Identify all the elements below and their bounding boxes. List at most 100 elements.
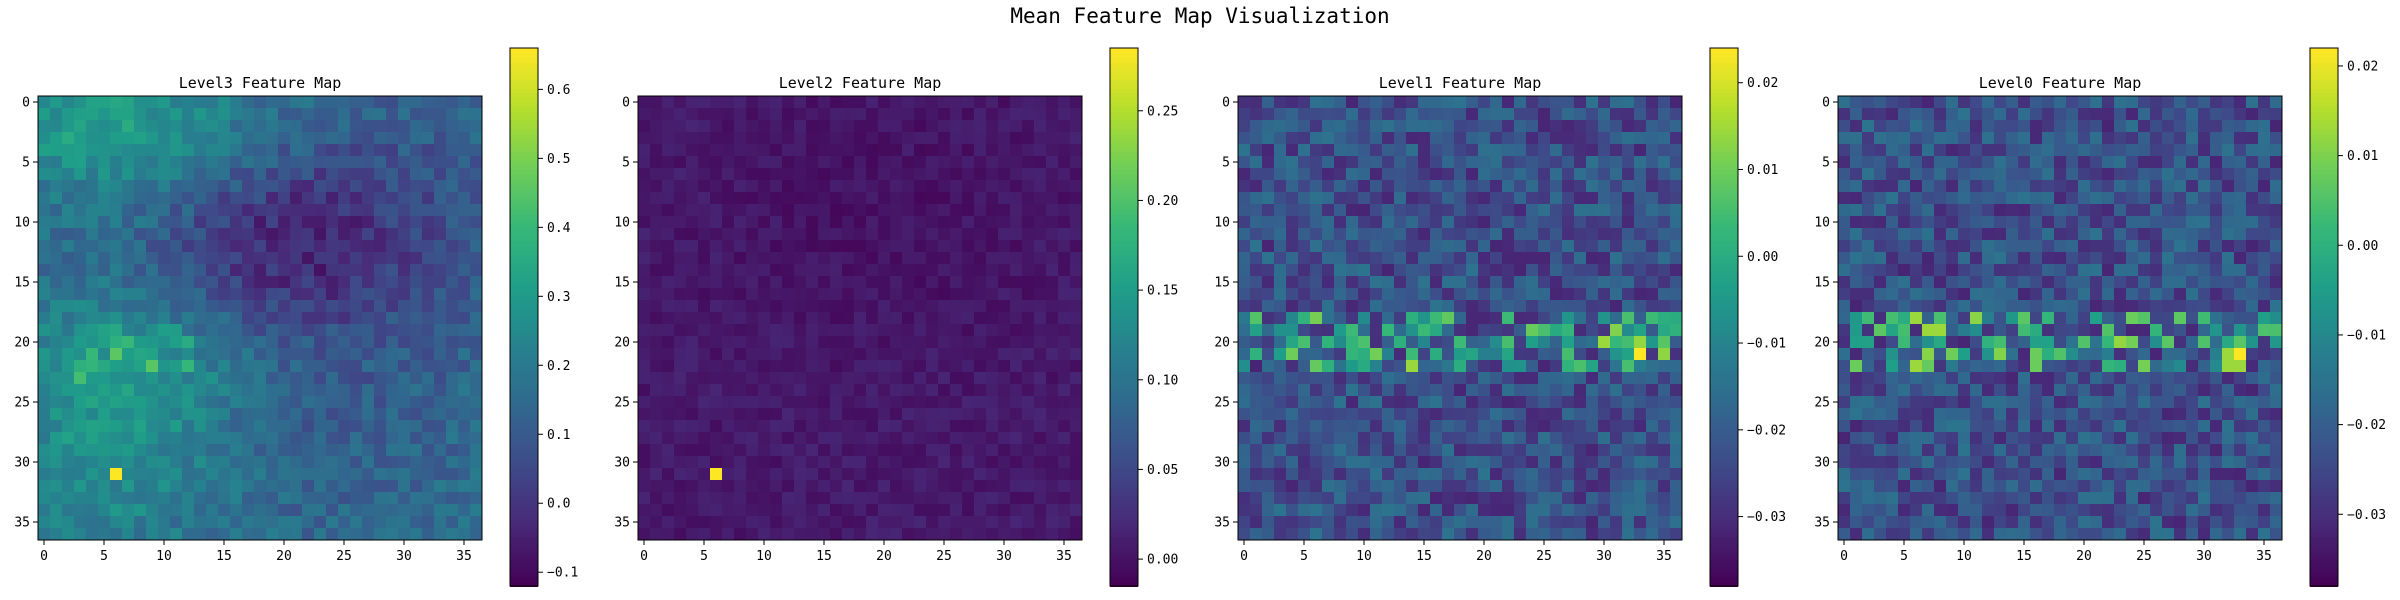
heatmap-cell (1334, 168, 1347, 181)
colorbar-segment (1110, 442, 1138, 448)
heatmap-cell (974, 456, 987, 469)
heatmap-cell (794, 528, 807, 541)
heatmap-cell (1382, 204, 1395, 217)
heatmap-cell (1622, 168, 1635, 181)
heatmap-cell (662, 420, 675, 433)
heatmap-cell (722, 180, 735, 193)
heatmap-cell (2138, 156, 2151, 169)
colorbar-segment (1710, 505, 1738, 511)
heatmap-cell (1658, 264, 1671, 277)
heatmap-cell (1310, 132, 1323, 145)
heatmap-cell (890, 228, 903, 241)
heatmap-cell (326, 216, 339, 229)
heatmap-cell (1490, 204, 1503, 217)
heatmap-cell (206, 396, 219, 409)
heatmap-cell (1298, 480, 1311, 493)
heatmap-cell (638, 132, 651, 145)
heatmap-cell (1274, 156, 1287, 169)
heatmap-cell (1634, 432, 1647, 445)
heatmap-cell (866, 444, 879, 457)
heatmap-cell (434, 120, 447, 133)
heatmap-cell (842, 420, 855, 433)
heatmap-cell (986, 348, 999, 361)
heatmap-cell (98, 504, 111, 517)
heatmap-cell (1610, 480, 1623, 493)
heatmap-cell (350, 480, 363, 493)
heatmap-cell (206, 312, 219, 325)
heatmap-cell (2270, 192, 2283, 205)
heatmap-cell (206, 252, 219, 265)
colorbar-tick-label: 0.10 (1147, 373, 1178, 388)
heatmap-cell (50, 264, 63, 277)
heatmap-cell (50, 144, 63, 157)
heatmap-cell (218, 312, 231, 325)
heatmap-cell (1646, 348, 1659, 361)
heatmap-cell (794, 396, 807, 409)
heatmap-cell (1586, 300, 1599, 313)
heatmap-cell (1058, 252, 1071, 265)
heatmap-cell (98, 252, 111, 265)
heatmap-cell (1022, 480, 1035, 493)
heatmap-cell (1058, 480, 1071, 493)
heatmap-cell (50, 360, 63, 373)
heatmap-cell (1574, 276, 1587, 289)
heatmap-cell (782, 144, 795, 157)
heatmap-cell (146, 444, 159, 457)
heatmap-cell (50, 132, 63, 145)
heatmap-cell (1274, 456, 1287, 469)
heatmap-cell (182, 372, 195, 385)
heatmap-cell (710, 312, 723, 325)
heatmap-cell (1298, 120, 1311, 133)
heatmap-cell (1070, 216, 1083, 229)
heatmap-cell (302, 468, 315, 481)
heatmap-cell (854, 216, 867, 229)
heatmap-cell (1838, 156, 1851, 169)
heatmap-cell (278, 168, 291, 181)
heatmap-cell (1970, 180, 1983, 193)
heatmap-cell (326, 336, 339, 349)
heatmap-cell (50, 372, 63, 385)
heatmap-cell (302, 336, 315, 349)
heatmap-cell (1970, 168, 1983, 181)
heatmap-cell (1046, 168, 1059, 181)
heatmap-cell (950, 204, 963, 217)
heatmap-cell (110, 252, 123, 265)
heatmap-cell (1562, 228, 1575, 241)
heatmap-cell (734, 516, 747, 529)
heatmap-cell (1538, 480, 1551, 493)
heatmap-cell (1298, 432, 1311, 445)
heatmap-cell (194, 252, 207, 265)
heatmap-cell (950, 420, 963, 433)
heatmap-cell (938, 456, 951, 469)
heatmap-cell (1562, 192, 1575, 205)
heatmap-cell (1010, 120, 1023, 133)
heatmap-cell (1070, 168, 1083, 181)
heatmap-cell (266, 132, 279, 145)
heatmap-cell (38, 228, 51, 241)
heatmap-cell (1406, 528, 1419, 541)
heatmap-cell (878, 132, 891, 145)
heatmap-cell (50, 108, 63, 121)
heatmap-cell (662, 132, 675, 145)
heatmap-cell (1058, 312, 1071, 325)
heatmap-cell (1406, 468, 1419, 481)
heatmap-cell (1598, 324, 1611, 337)
heatmap-cell (1334, 240, 1347, 253)
heatmap-cell (1574, 324, 1587, 337)
heatmap-cell (1502, 300, 1515, 313)
heatmap-cell (1598, 300, 1611, 313)
heatmap-cell (1418, 360, 1431, 373)
heatmap-cell (38, 168, 51, 181)
heatmap-cell (1358, 120, 1371, 133)
heatmap-cell (854, 492, 867, 505)
heatmap-cell (2198, 108, 2211, 121)
heatmap-cell (98, 384, 111, 397)
heatmap-cell (1850, 96, 1863, 109)
heatmap-cell (938, 192, 951, 205)
colorbar-segment (1710, 110, 1738, 117)
heatmap-cell (98, 408, 111, 421)
heatmap-cell (158, 132, 171, 145)
heatmap-cell (1478, 372, 1491, 385)
heatmap-cell (1346, 336, 1359, 349)
heatmap-cell (158, 300, 171, 313)
